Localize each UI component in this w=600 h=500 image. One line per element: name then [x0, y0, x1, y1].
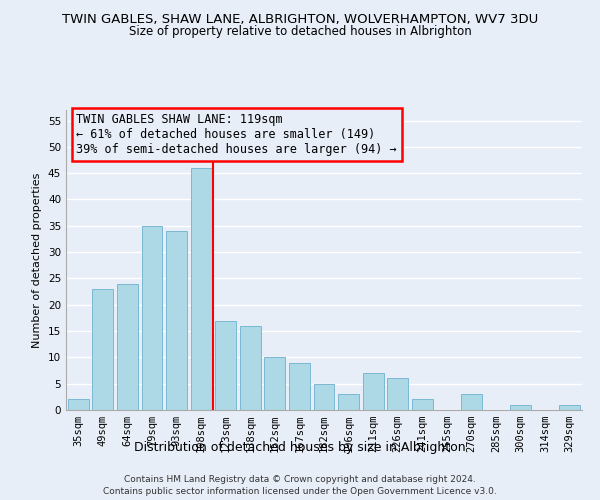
Text: Distribution of detached houses by size in Albrighton: Distribution of detached houses by size …	[134, 441, 466, 454]
Bar	[142, 226, 163, 410]
Bar	[362, 373, 383, 410]
Text: Contains public sector information licensed under the Open Government Licence v3: Contains public sector information licen…	[103, 486, 497, 496]
Bar	[510, 404, 531, 410]
Bar	[68, 400, 89, 410]
Bar	[289, 362, 310, 410]
Text: Size of property relative to detached houses in Albrighton: Size of property relative to detached ho…	[128, 25, 472, 38]
Bar	[387, 378, 408, 410]
Text: TWIN GABLES SHAW LANE: 119sqm
← 61% of detached houses are smaller (149)
39% of : TWIN GABLES SHAW LANE: 119sqm ← 61% of d…	[76, 113, 397, 156]
Text: TWIN GABLES, SHAW LANE, ALBRIGHTON, WOLVERHAMPTON, WV7 3DU: TWIN GABLES, SHAW LANE, ALBRIGHTON, WOLV…	[62, 12, 538, 26]
Y-axis label: Number of detached properties: Number of detached properties	[32, 172, 43, 348]
Bar	[117, 284, 138, 410]
Bar	[461, 394, 482, 410]
Bar	[191, 168, 212, 410]
Bar	[265, 358, 286, 410]
Bar	[314, 384, 334, 410]
Bar	[412, 400, 433, 410]
Bar	[215, 320, 236, 410]
Bar	[240, 326, 261, 410]
Text: Contains HM Land Registry data © Crown copyright and database right 2024.: Contains HM Land Registry data © Crown c…	[124, 474, 476, 484]
Bar	[92, 289, 113, 410]
Bar	[166, 231, 187, 410]
Bar	[559, 404, 580, 410]
Bar	[338, 394, 359, 410]
